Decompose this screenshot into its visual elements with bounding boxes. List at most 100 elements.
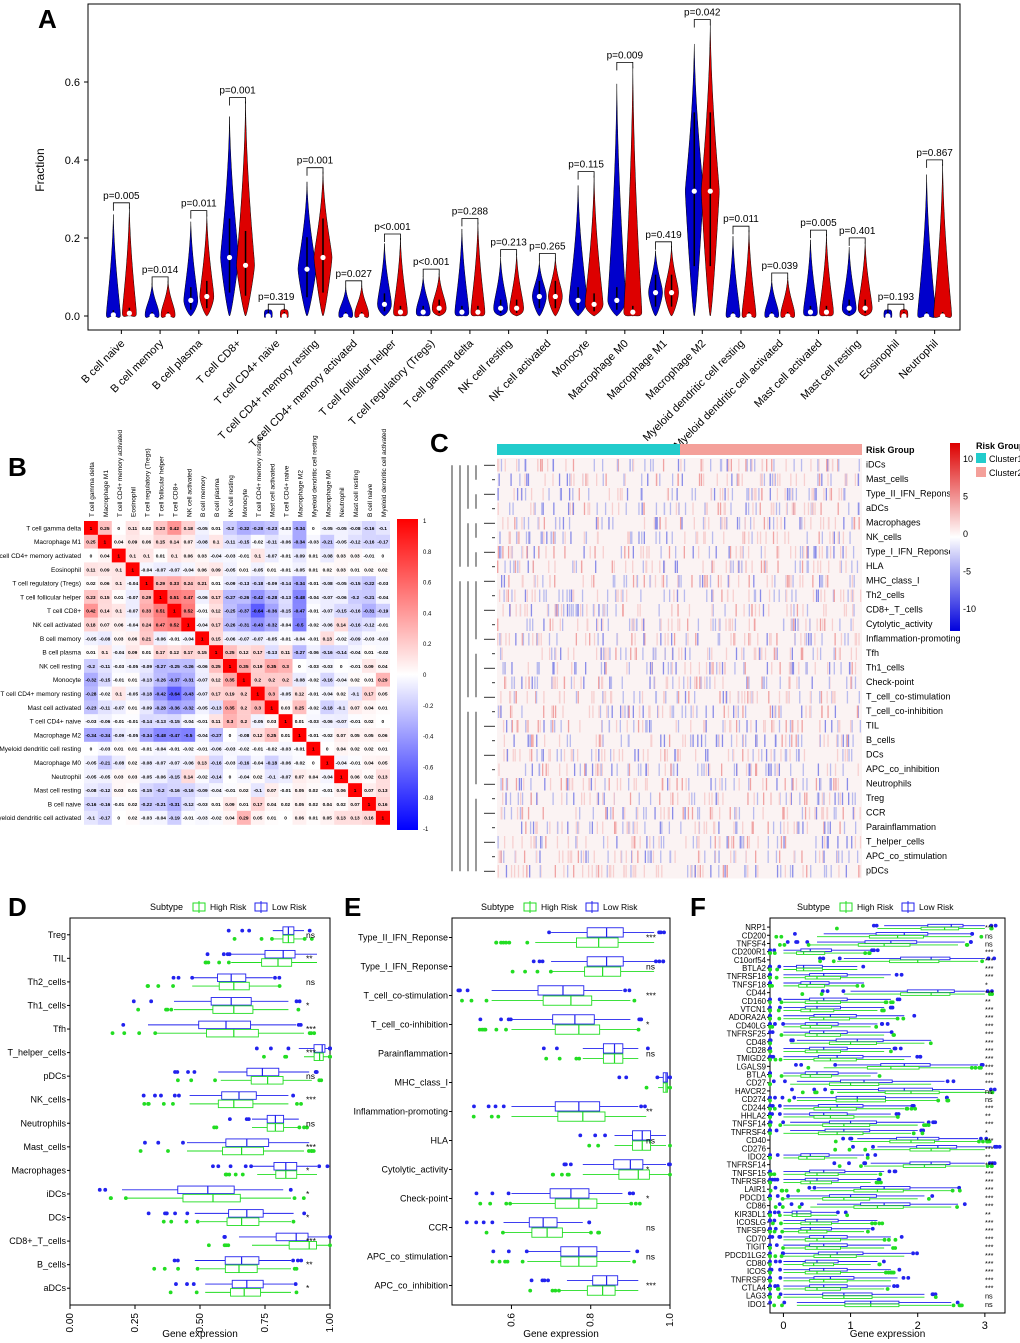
- heatmap-stripe: [850, 618, 852, 631]
- heatmap-stripe: [839, 720, 841, 733]
- heatmap-stripe: [773, 502, 775, 515]
- heatmap-stripe: [812, 647, 814, 660]
- corr-value: -0.05: [252, 567, 263, 573]
- corr-cell: [153, 755, 168, 770]
- corr-cell: [334, 797, 349, 811]
- heatmap-stripe: [549, 618, 551, 631]
- pvalue-label: p=0.319: [258, 292, 295, 303]
- boxplot-outlier: [841, 989, 846, 994]
- heatmap-stripe: [635, 865, 637, 878]
- heatmap-stripe: [565, 459, 567, 472]
- boxplot-box: [804, 1246, 841, 1250]
- heatmap-stripe: [729, 546, 732, 559]
- heatmap-stripe: [602, 618, 604, 631]
- heatmap-stripe: [663, 807, 665, 820]
- corr-value: -0.13: [211, 705, 222, 711]
- boxplot-outlier: [494, 1027, 499, 1032]
- heatmap-stripe: [616, 633, 618, 646]
- heatmap-stripe: [525, 821, 527, 834]
- corr-cell: [375, 783, 390, 798]
- heatmap-stripe: [709, 575, 712, 588]
- heatmap-stripe: [547, 763, 549, 776]
- boxplot-outlier: [800, 992, 805, 996]
- heatmap-stripe: [832, 531, 834, 544]
- boxplot-outlier: [121, 1022, 126, 1027]
- corr-value: -0.07: [127, 609, 138, 615]
- heatmap-stripe: [795, 488, 798, 501]
- heatmap-stripe: [690, 705, 692, 718]
- boxplot-category-label: APC_co_inhibition: [374, 1281, 448, 1291]
- boxplot-outlier: [161, 1101, 166, 1106]
- heatmap-stripe: [791, 662, 793, 675]
- heatmap-stripe: [516, 720, 518, 733]
- heatmap-stripe: [613, 560, 615, 573]
- corr-cell: [167, 603, 182, 618]
- heatmap-stripe: [658, 836, 660, 849]
- heatmap-stripe: [772, 517, 775, 530]
- corr-cell: [278, 755, 293, 770]
- heatmap-stripe: [687, 807, 690, 820]
- heatmap-stripe: [798, 749, 800, 762]
- corr-value: -0.06: [183, 761, 194, 767]
- heatmap-stripe: [827, 473, 829, 486]
- heatmap-stripe: [821, 473, 823, 486]
- heatmap-stripe: [793, 502, 795, 515]
- heatmap-stripe: [635, 778, 637, 791]
- heatmap-stripe: [598, 676, 600, 689]
- significance-label: ns: [646, 1223, 655, 1233]
- boxplot-outlier: [768, 1210, 772, 1215]
- heatmap-stripe: [736, 734, 738, 747]
- heatmap-stripe: [500, 459, 503, 472]
- heatmap-stripe: [526, 604, 528, 617]
- heatmap-stripe: [521, 575, 523, 588]
- boxplot-outlier: [873, 1221, 878, 1226]
- significance-label: ns: [646, 1252, 655, 1262]
- boxplot-outlier: [162, 1266, 167, 1271]
- heatmap-stripe: [746, 836, 749, 849]
- corr-value: 0.2: [254, 678, 261, 684]
- boxplot-outlier: [481, 1220, 486, 1225]
- boxplot-outlier: [299, 1101, 303, 1106]
- corr-cell: [209, 797, 224, 811]
- corr-value: -0.1: [337, 705, 346, 711]
- heatmap-stripe: [839, 821, 841, 834]
- heatmap-stripe: [582, 778, 585, 791]
- heatmap-stripe: [717, 633, 719, 646]
- heatmap-stripe: [642, 546, 644, 559]
- heatmap-stripe: [785, 792, 787, 805]
- heatmap-stripe: [823, 850, 825, 863]
- boxplot-outlier: [768, 1071, 772, 1076]
- corr-cell: [320, 603, 335, 618]
- heatmap-stripe: [591, 821, 594, 834]
- corr-cell: [292, 783, 307, 798]
- heatmap-row-label: T_cell_co-stimulation: [866, 691, 951, 701]
- corr-value: -0.15: [280, 609, 291, 615]
- heatmap-stripe: [562, 531, 564, 544]
- corr-cell: [181, 810, 196, 825]
- heatmap-stripe: [834, 705, 837, 718]
- boxplot-outlier: [174, 1282, 178, 1286]
- heatmap-stripe: [702, 517, 705, 530]
- heatmap-stripe: [736, 517, 739, 530]
- heatmap-stripe: [679, 618, 681, 631]
- heatmap-stripe: [791, 778, 793, 791]
- heatmap-stripe: [560, 778, 562, 791]
- corr-cell: [320, 741, 335, 756]
- significance-label: ***: [985, 1218, 994, 1227]
- heatmap-stripe: [802, 546, 804, 559]
- corr-cell: [97, 548, 112, 563]
- heatmap-stripe: [730, 459, 732, 472]
- boxplot-box: [804, 1071, 839, 1075]
- heatmap-stripe: [751, 531, 753, 544]
- heatmap-stripe: [659, 618, 661, 631]
- corr-cell: [209, 659, 224, 673]
- heatmap-stripe: [632, 865, 634, 878]
- corr-cell: [250, 686, 265, 701]
- heatmap-stripe: [684, 502, 687, 515]
- heatmap-stripe: [730, 502, 732, 515]
- corr-cell: [362, 810, 377, 825]
- heatmap-row-label: iDCs: [866, 459, 886, 469]
- significance-label: ***: [985, 1193, 994, 1202]
- heatmap-stripe: [792, 662, 795, 675]
- heatmap-stripe: [601, 734, 603, 747]
